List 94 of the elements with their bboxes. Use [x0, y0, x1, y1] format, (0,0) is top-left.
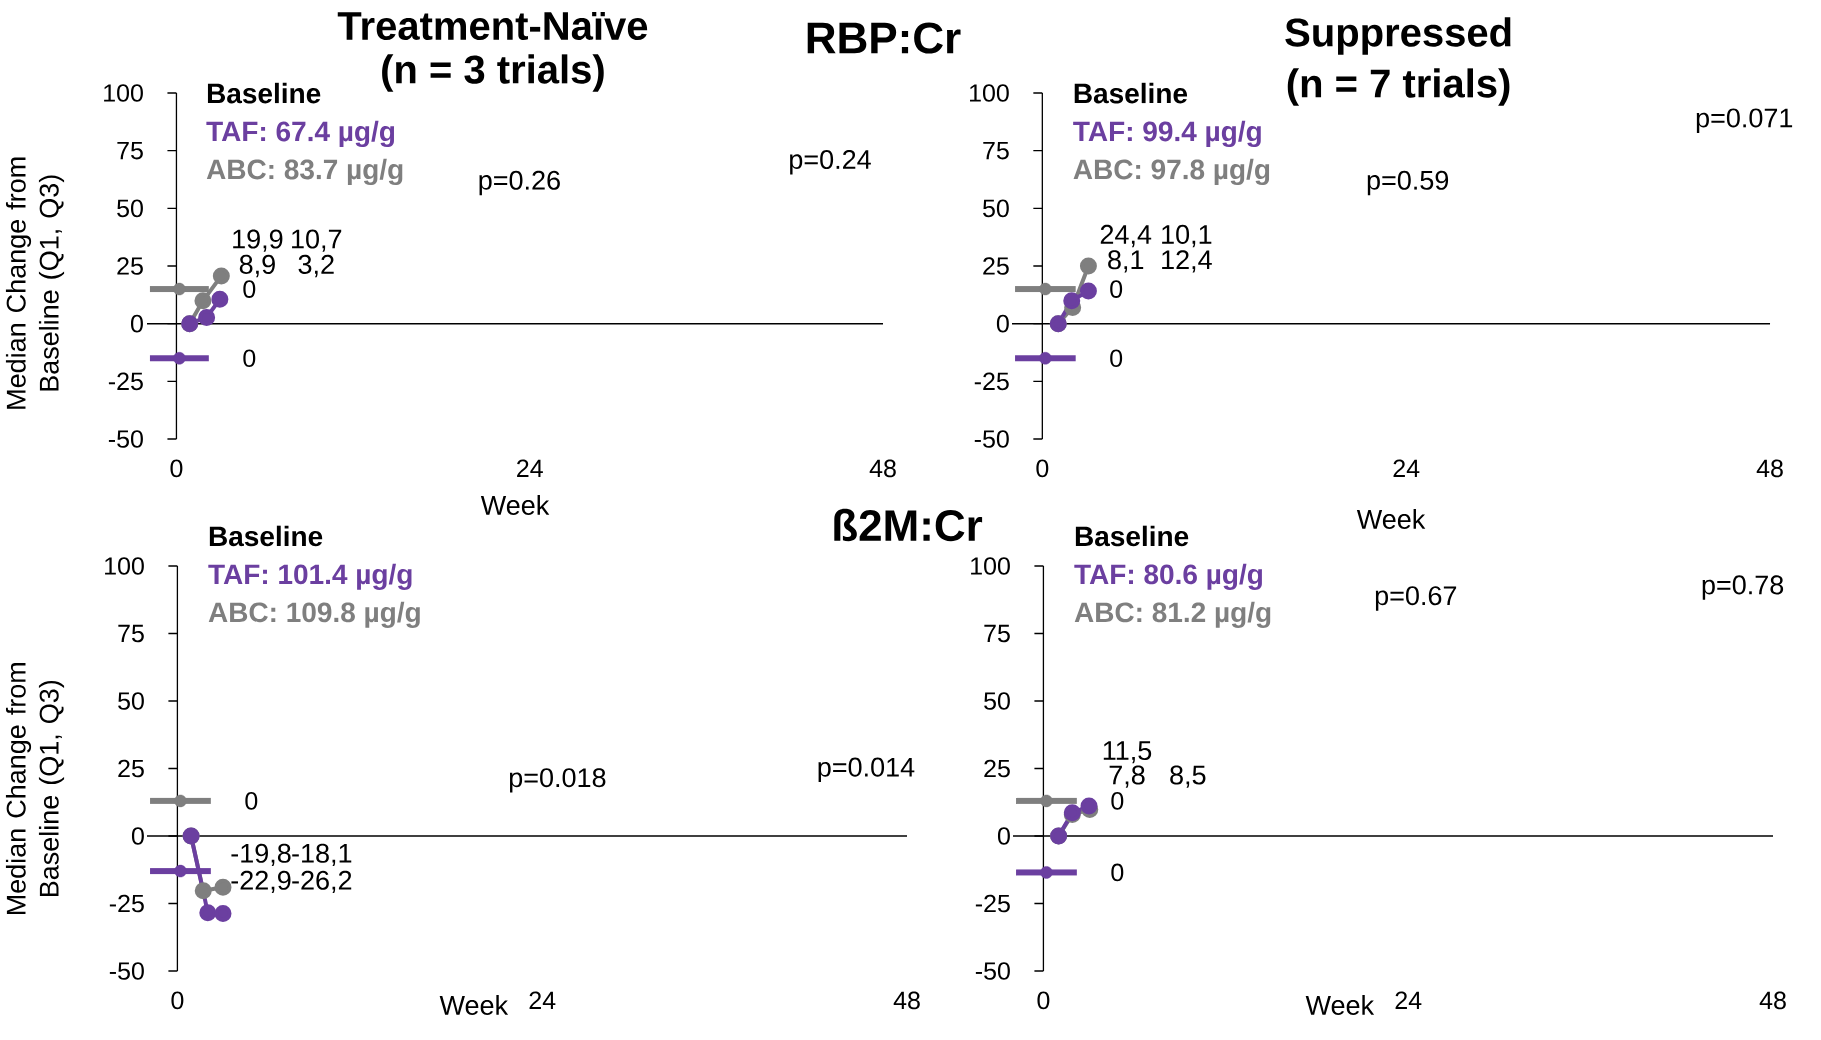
annotation: -22,9 [231, 870, 291, 894]
text: RBP:Cr [807, 22, 961, 54]
annotation: -18,1 [292, 843, 352, 867]
y-tick-label: 75 [118, 624, 144, 643]
y-tick-label: -25 [109, 894, 144, 913]
annotation: 11,5 [1103, 741, 1152, 764]
y-tick-label: 25 [984, 759, 1010, 778]
chart-subtitle: (n = 7 trials) [1287, 68, 1510, 106]
text: ABC: 109.8 µg/g [208, 601, 420, 628]
y-tick-label: 0 [131, 314, 143, 333]
annotation: p=0.78 [1702, 575, 1784, 600]
y-tick-label: 75 [117, 141, 143, 160]
y-tick-label: 25 [117, 257, 143, 275]
y-tick-label: -25 [108, 372, 143, 391]
x-tick-label: 48 [1756, 459, 1783, 478]
legend-title: Baseline [207, 82, 321, 104]
y-tick-label: 75 [983, 141, 1009, 160]
x-tick-label: 24 [1395, 991, 1422, 1009]
annotation: p=0.018 [509, 768, 606, 793]
text: ABC: 83.7 µg/g [206, 158, 403, 186]
chart-subtitle: (n = 3 trials) [382, 54, 604, 92]
annotation: 0 [1110, 280, 1123, 298]
annotation: 0 [1110, 349, 1123, 368]
y-tick-label: 50 [984, 692, 1010, 710]
annotation: 8,5 [1170, 765, 1206, 788]
x-tick-label: 48 [869, 459, 896, 478]
y-tick-label: 0 [996, 314, 1009, 333]
text: TAF: 80.6 µg/g [1074, 563, 1262, 590]
text: ß2M:Cr [834, 508, 983, 542]
x-tick-label: 48 [1759, 991, 1786, 1010]
x-axis-title: Week [480, 495, 550, 515]
annotation: 0 [243, 349, 256, 368]
annotation: p=0.59 [1367, 170, 1449, 196]
y-tick-label: -50 [974, 430, 1009, 448]
annotation: -26,2 [292, 870, 352, 894]
annotation: 0 [1111, 792, 1124, 810]
y-tick-label: 50 [983, 199, 1009, 218]
x-tick-label: 24 [529, 991, 556, 1009]
chart-title: Suppressed [1285, 17, 1511, 55]
annotation: 8,1 [1108, 250, 1144, 273]
y-tick-label: 100 [970, 84, 1009, 102]
annotation: p=0.071 [1696, 108, 1793, 133]
y-tick-label: -50 [108, 430, 143, 448]
legend-title: Baseline [209, 525, 323, 547]
x-tick-label: 0 [171, 991, 184, 1010]
x-tick-label: 0 [1036, 459, 1049, 478]
y-tick-label: 50 [117, 199, 143, 218]
text: TAF: 101.4 µg/g [208, 563, 412, 590]
text: ABC: 81.2 µg/g [1074, 601, 1271, 628]
annotation: 3,2 [298, 254, 334, 278]
y-tick-label: 100 [971, 557, 1010, 575]
annotation: 24,4 [1100, 224, 1152, 248]
y-tick-label: -50 [109, 962, 144, 980]
annotation: 19,9 [233, 229, 283, 252]
y-axis-title: Median Change from Baseline (Q1, Q3) [5, 157, 65, 409]
y-tick-label: 50 [118, 692, 144, 710]
annotation: 8,9 [239, 254, 275, 278]
annotation: -19,8 [231, 843, 291, 867]
y-tick-label: 0 [131, 827, 144, 845]
text: ABC: 97.8 µg/g [1073, 158, 1270, 186]
chart-title: Treatment-Naïve [337, 11, 648, 41]
annotation: 12,4 [1162, 250, 1212, 273]
y-tick-label: 100 [105, 557, 144, 575]
annotation: 10,1 [1162, 224, 1212, 248]
x-axis-title: Week [439, 995, 509, 1015]
y-tick-label: -25 [974, 372, 1009, 391]
y-tick-label: -25 [975, 894, 1010, 913]
annotation: 0 [243, 280, 256, 298]
y-tick-label: -50 [975, 962, 1010, 980]
y-tick-label: 25 [983, 257, 1009, 275]
annotation: p=0.24 [790, 149, 871, 175]
x-tick-label: 48 [893, 991, 920, 1010]
y-tick-label: 100 [104, 84, 143, 102]
text: TAF: 99.4 µg/g [1073, 120, 1261, 148]
x-tick-label: 0 [170, 459, 183, 478]
annotation: p=0.26 [479, 170, 560, 196]
text: TAF: 67.4 µg/g [206, 120, 395, 148]
annotation: p=0.014 [818, 757, 915, 783]
annotation: 0 [1111, 863, 1124, 882]
y-tick-label: 25 [118, 759, 144, 778]
x-tick-label: 0 [1037, 991, 1050, 1010]
y-tick-label: 75 [984, 624, 1010, 643]
x-tick-label: 24 [1393, 459, 1420, 477]
x-axis-title: Week [1305, 995, 1375, 1015]
x-tick-label: 24 [517, 459, 543, 477]
annotation: 0 [245, 792, 258, 810]
annotation: p=0.67 [1375, 586, 1457, 611]
y-tick-label: 0 [997, 827, 1010, 845]
legend-title: Baseline [1074, 82, 1188, 104]
annotation: 7,8 [1109, 765, 1145, 788]
annotation: 10,7 [292, 229, 342, 252]
legend-title: Baseline [1075, 525, 1189, 547]
y-axis-title: Median Change from Baseline (Q1, Q3) [5, 663, 65, 915]
x-axis-title: Week [1356, 509, 1426, 529]
